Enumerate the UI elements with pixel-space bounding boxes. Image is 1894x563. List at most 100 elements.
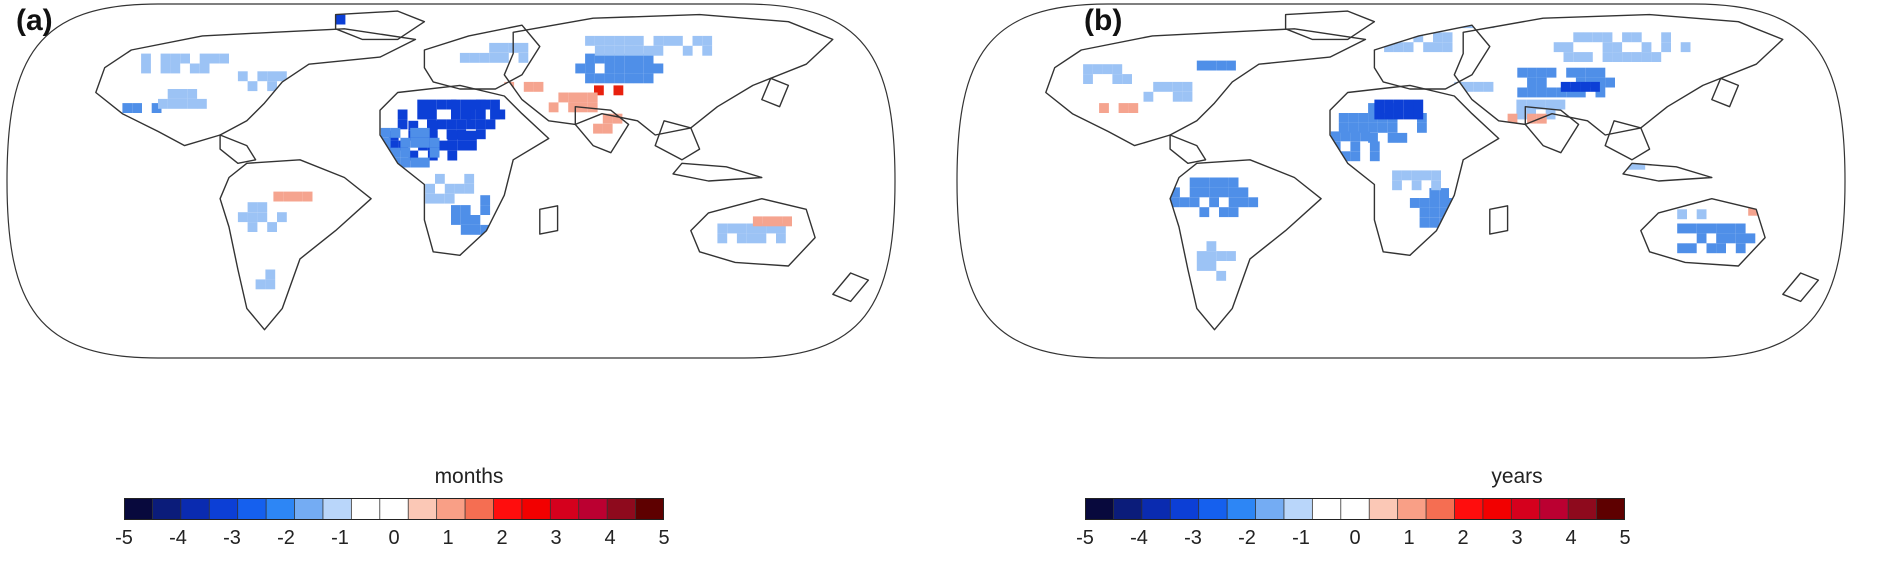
colorbar-tick-label: 3 — [1511, 527, 1523, 549]
panel-label: (b) — [1084, 4, 1123, 37]
coastline-madagascar — [1489, 205, 1509, 235]
anomaly-cell — [1661, 42, 1671, 53]
anomaly-cell — [1612, 42, 1623, 53]
anomaly-cell — [1429, 198, 1440, 208]
anomaly-cell — [1651, 52, 1662, 62]
anomaly-cell — [663, 35, 673, 46]
anomaly-cell — [736, 223, 747, 234]
anomaly-cell — [575, 63, 586, 74]
anomaly-cell — [602, 113, 613, 124]
anomaly-cell — [427, 109, 437, 120]
anomaly-cell — [1545, 99, 1556, 110]
anomaly-cell — [1555, 99, 1566, 110]
anomaly-cell — [1439, 198, 1449, 208]
anomaly-cell — [437, 140, 448, 151]
anomaly-cell — [408, 120, 419, 131]
anomaly-cell — [1368, 132, 1378, 143]
anomaly-cell — [460, 224, 471, 235]
colorbar-tick-label: -4 — [169, 527, 187, 549]
anomaly-cell — [277, 71, 287, 82]
anomaly-cell — [1248, 197, 1259, 208]
anomaly-cell — [585, 53, 595, 64]
anomaly-cell — [380, 137, 391, 148]
coastline-india — [574, 105, 630, 154]
anomaly-cell — [1421, 170, 1432, 181]
anomaly-cell — [1631, 32, 1642, 43]
colorbar-title: years — [1491, 465, 1543, 488]
colorbar-swatch — [1141, 498, 1171, 520]
anomaly-cell — [1595, 87, 1606, 98]
anomaly-cell — [1706, 223, 1717, 234]
anomaly-cell — [267, 222, 277, 232]
anomaly-cell — [1122, 74, 1132, 84]
anomaly-cell — [692, 35, 703, 46]
anomaly-cell — [273, 191, 284, 202]
anomaly-cell — [1206, 261, 1217, 271]
anomaly-cell — [548, 102, 559, 113]
coastline-southeast-asia — [654, 120, 701, 161]
world-map-b — [956, 3, 1846, 359]
colorbar-tick-label: -5 — [115, 527, 133, 549]
anomaly-cell — [624, 45, 634, 56]
anomaly-cell — [220, 166, 230, 177]
anomaly-cell — [1338, 113, 1349, 123]
anomaly-cell — [419, 137, 430, 148]
anomaly-cell — [1563, 52, 1574, 62]
anomaly-cell — [736, 233, 747, 244]
anomaly-cell — [237, 212, 248, 223]
anomaly-cell — [1449, 207, 1459, 218]
anomaly-cell — [578, 92, 588, 103]
anomaly-cell — [469, 52, 480, 63]
anomaly-cell — [1216, 251, 1227, 261]
anomaly-cell — [1575, 87, 1586, 98]
anomaly-cell — [1735, 233, 1746, 244]
anomaly-cell — [1179, 197, 1190, 208]
world-map-a — [6, 3, 896, 359]
anomaly-cell — [1419, 207, 1430, 218]
anomaly-cell — [776, 223, 786, 234]
anomaly-cell — [1417, 122, 1427, 133]
anomaly-cell — [160, 53, 171, 64]
anomaly-cell — [1602, 42, 1613, 53]
anomaly-cell — [1392, 180, 1402, 191]
anomaly-cell — [1411, 180, 1422, 191]
anomaly-cell — [1228, 187, 1239, 198]
anomaly-cell — [1615, 159, 1626, 170]
anomaly-cell — [267, 81, 277, 92]
anomaly-cell — [247, 222, 258, 232]
anomaly-cell — [1083, 74, 1093, 84]
colorbar-swatch — [635, 498, 664, 520]
anomaly-cell — [451, 205, 461, 215]
anomaly-cell — [1393, 109, 1404, 120]
anomaly-cell — [1196, 261, 1207, 271]
anomaly-cell — [1661, 32, 1671, 43]
anomaly-cell — [447, 130, 458, 141]
anomaly-cell — [1228, 177, 1239, 188]
anomaly-cell — [1118, 103, 1129, 113]
anomaly-cell — [1374, 99, 1385, 110]
anomaly-cell — [1350, 131, 1361, 142]
coastline-asia — [1453, 13, 1784, 136]
coastline-asia — [503, 13, 834, 136]
anomaly-cell — [1348, 113, 1359, 123]
anomaly-cell — [614, 53, 625, 64]
anomaly-cell — [1128, 103, 1139, 113]
anomaly-cell — [614, 45, 625, 56]
colorbar-tick-label: -1 — [1292, 527, 1310, 549]
anomaly-cell — [1527, 87, 1537, 98]
colorbar-swatch — [1340, 498, 1370, 520]
map-boundary — [6, 3, 896, 359]
anomaly-cell — [746, 223, 757, 234]
anomaly-cell — [489, 52, 499, 63]
anomaly-cell — [141, 53, 151, 64]
anomaly-cell — [766, 223, 776, 234]
anomaly-cell — [265, 279, 276, 290]
anomaly-cell — [1413, 99, 1424, 110]
anomaly-cell — [400, 137, 411, 148]
colorbar-tick-label: 1 — [1403, 527, 1415, 549]
anomaly-cell — [1413, 109, 1424, 120]
anomaly-cell — [397, 109, 408, 120]
anomaly-cell — [1358, 113, 1369, 123]
colorbar-tick-label: 2 — [1457, 527, 1469, 549]
anomaly-cell — [1726, 223, 1736, 234]
